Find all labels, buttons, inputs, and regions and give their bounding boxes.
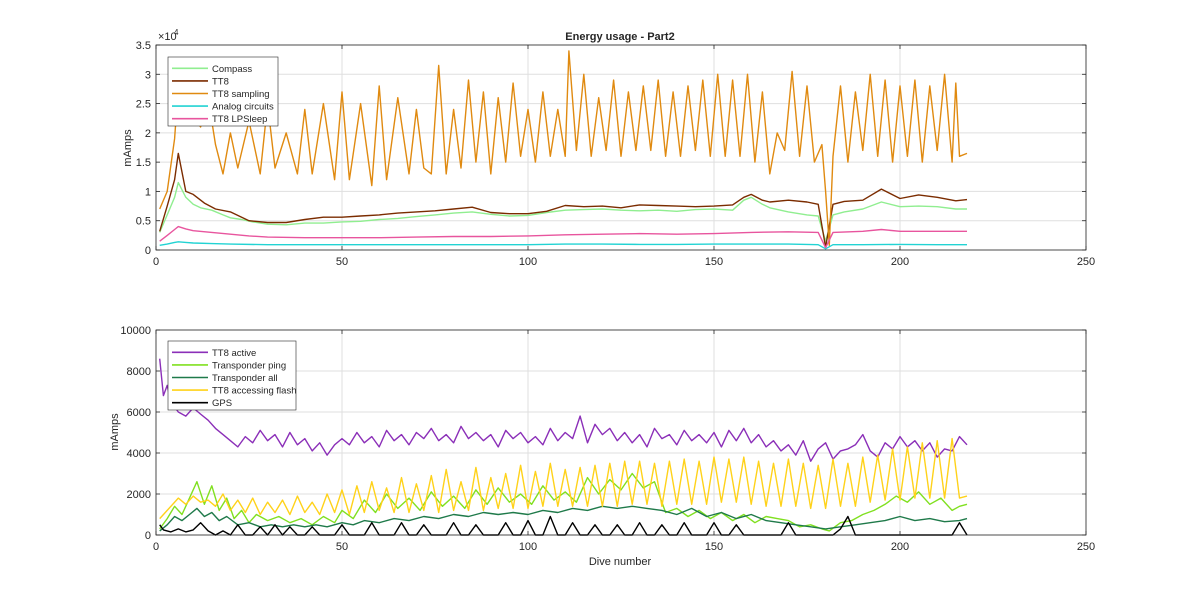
y-tick-label: 8000 — [127, 366, 151, 378]
energy-usage-bottom-chart: Dive number mAmps 0 50 100 150 200 250 0 2000 40… — [109, 325, 1095, 568]
x-tick-label: 150 — [705, 256, 723, 268]
x-tick-label: 50 — [336, 256, 348, 268]
y-tick-label: 4000 — [127, 448, 151, 460]
y-tick-label: 10000 — [120, 325, 151, 337]
x-tick-label: 100 — [519, 256, 537, 268]
legend-label-tt8-accessing-flash: TT8 accessing flash — [212, 386, 296, 397]
series-group — [159, 50, 968, 250]
series-line-transponder-all — [159, 505, 968, 532]
x-tick-label: 0 — [153, 256, 159, 268]
series-line-tt8-accessing-flash — [159, 437, 968, 520]
axes-frame — [155, 329, 1087, 536]
ticks: 0 50 100 150 200 250 0 2000 4000 6000 8000 10000 — [120, 325, 1095, 553]
y-tick-label: 2000 — [127, 489, 151, 501]
y-exponent-power: 4 — [174, 28, 179, 37]
axes-frame — [155, 44, 1087, 251]
x-axis-label: Dive number — [589, 556, 652, 568]
y-tick-label: 2 — [145, 128, 151, 140]
series-line-analog-circuits — [159, 241, 967, 250]
energy-usage-top-chart: Energy usage - Part2 mAmps ×10 4 0 50 100 1… — [122, 28, 1095, 268]
y-axis-label: mAmps — [122, 129, 134, 167]
legend-label-analog-circuits: Analog circuits — [212, 102, 274, 113]
legend-label-tt8-lpsleep: TT8 LPSleep — [212, 114, 267, 125]
series-line-tt8-sampling — [159, 50, 968, 247]
x-tick-label: 50 — [336, 541, 348, 553]
y-tick-label: 1.5 — [136, 157, 151, 169]
legend-label-tt8: TT8 — [212, 76, 229, 87]
y-tick-label: 0 — [145, 530, 151, 542]
legend-label-transponder-ping: Transponder ping — [212, 360, 286, 371]
x-tick-label: 200 — [891, 256, 909, 268]
x-tick-label: 200 — [891, 541, 909, 553]
x-tick-label: 250 — [1077, 256, 1095, 268]
y-tick-label: 6000 — [127, 407, 151, 419]
y-exponent-base: ×10 — [158, 31, 177, 43]
series-line-compass — [159, 181, 967, 242]
y-tick-label: 3.5 — [136, 40, 151, 52]
y-tick-label: 0.5 — [136, 216, 151, 228]
x-tick-label: 250 — [1077, 541, 1095, 553]
x-tick-label: 100 — [519, 541, 537, 553]
y-tick-label: 3 — [145, 69, 151, 81]
y-axis-label: mAmps — [109, 413, 121, 451]
y-tick-label: 1 — [145, 186, 151, 198]
x-tick-label: 0 — [153, 541, 159, 553]
series-line-tt8-lpsleep — [159, 225, 967, 249]
y-tick-label: 0 — [145, 245, 151, 257]
series-group — [159, 358, 968, 536]
legend-label-tt8-active: TT8 active — [212, 348, 256, 359]
ticks: 0 50 100 150 200 250 0 0.5 1 1.5 2 2.5 3 3.5 — [136, 40, 1095, 268]
plot-area — [156, 45, 1086, 250]
legend-label-gps: GPS — [212, 398, 232, 409]
legend-label-tt8-sampling: TT8 sampling — [212, 89, 270, 100]
series-line-transponder-ping — [159, 472, 968, 532]
legend-label-transponder-all: Transponder all — [212, 373, 278, 384]
legend-label-compass: Compass — [212, 64, 252, 75]
chart-title: Energy usage - Part2 — [565, 31, 674, 43]
plot-area — [156, 330, 1086, 535]
x-tick-label: 150 — [705, 541, 723, 553]
y-tick-label: 2.5 — [136, 99, 151, 111]
series-line-tt8-active — [159, 358, 968, 462]
